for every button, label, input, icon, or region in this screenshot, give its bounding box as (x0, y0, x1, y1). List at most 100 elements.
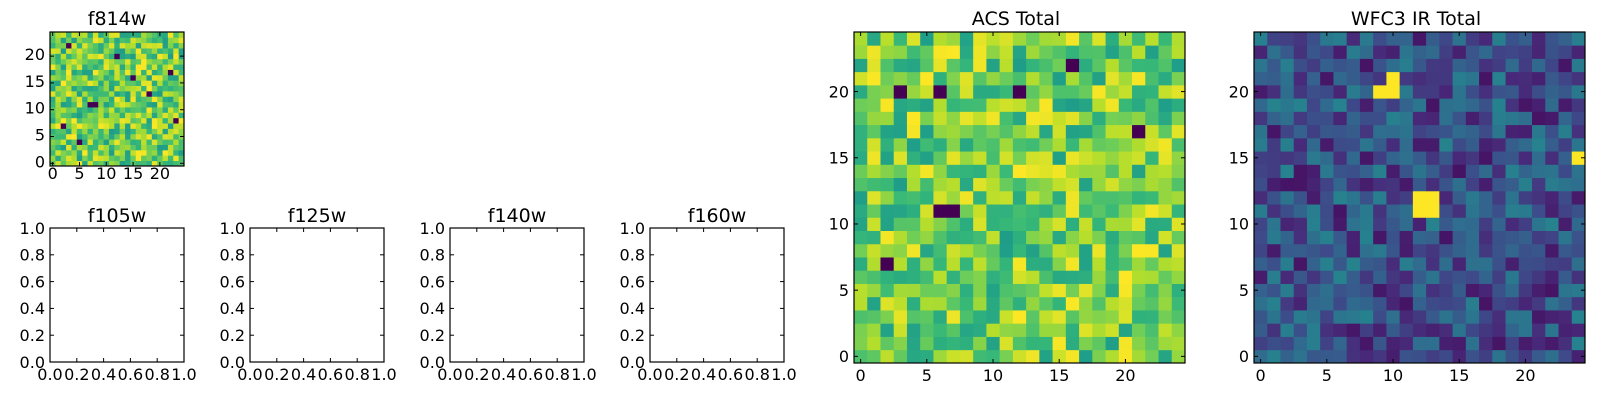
heatmap-cell (973, 230, 987, 245)
heatmap-cell (1039, 283, 1053, 298)
heatmap-cell (151, 133, 158, 140)
heatmap-cell (920, 164, 934, 179)
heatmap-cell (157, 112, 163, 119)
heatmap-cell (1012, 190, 1027, 205)
heatmap-cell (1280, 98, 1295, 112)
x-tick-label: 0.8 (744, 365, 769, 384)
heatmap-cell (1105, 71, 1120, 86)
heatmap-cell (130, 144, 137, 151)
heatmap-cell (1479, 257, 1493, 271)
heatmap-cell (1280, 349, 1295, 364)
heatmap-cell (880, 124, 895, 139)
x-tick-label: 0.0 (37, 365, 62, 384)
heatmap-cell (178, 90, 185, 97)
heatmap-cell (87, 53, 94, 60)
heatmap-cell (933, 84, 948, 99)
heatmap-cell (82, 32, 88, 38)
heatmap-cell (119, 133, 126, 140)
heatmap-cell (893, 283, 908, 298)
heatmap-cell (1426, 336, 1440, 351)
heatmap-cell (1571, 111, 1586, 126)
heatmap-cell (135, 112, 142, 119)
heatmap-cell (1359, 257, 1374, 271)
heatmap-cell (55, 48, 62, 54)
heatmap-cell (141, 32, 147, 38)
heatmap-cell (1293, 137, 1308, 152)
heatmap-cell (1306, 217, 1321, 231)
heatmap-cell (906, 58, 921, 73)
heatmap-cell (66, 117, 72, 124)
heatmap-cell (1052, 71, 1067, 86)
heatmap-cell (893, 164, 908, 179)
heatmap-cell (1359, 137, 1374, 152)
heatmap-cell (114, 112, 121, 119)
heatmap-cell (1306, 336, 1321, 351)
heatmap-cell (167, 112, 174, 119)
heatmap-cell (151, 144, 158, 151)
heatmap-cell (71, 144, 78, 151)
heatmap-cell (162, 90, 169, 97)
heatmap-cell (1571, 243, 1586, 258)
heatmap-cell (1105, 177, 1120, 192)
heatmap-cell (986, 257, 1001, 271)
heatmap-cell (1492, 137, 1506, 152)
heatmap-cell (98, 96, 104, 103)
heatmap-cell (933, 323, 948, 337)
heatmap-cell (893, 137, 908, 152)
heatmap-cell (1465, 296, 1480, 311)
heatmap-cell (1158, 124, 1173, 139)
heatmap-cell (76, 37, 83, 44)
heatmap-cell (920, 323, 934, 337)
heatmap-cell (135, 90, 142, 97)
heatmap-cell (87, 149, 94, 156)
heatmap-cell (71, 128, 78, 135)
heatmap-cell (1026, 217, 1040, 231)
heatmap-cell (1571, 124, 1586, 139)
heatmap-cell (98, 101, 104, 108)
heatmap-cell (1333, 270, 1348, 284)
heatmap-cell (933, 71, 948, 86)
heatmap-cell (1320, 84, 1334, 99)
heatmap-cell (1346, 323, 1361, 337)
panel-title: WFC3 IR Total (1351, 8, 1481, 30)
heatmap-cell (1558, 111, 1573, 126)
heatmap-cell (1105, 137, 1120, 152)
heatmap-cell (1065, 230, 1080, 245)
heatmap-cell (1571, 177, 1586, 192)
heatmap-cell (178, 32, 185, 38)
heatmap-cell (1079, 137, 1093, 152)
heatmap-cell (71, 58, 78, 65)
heatmap-cell (1267, 204, 1281, 218)
heatmap-cell (854, 177, 868, 192)
heatmap-cell (130, 80, 137, 86)
heatmap-cell (103, 37, 110, 44)
heatmap-cell (162, 42, 169, 49)
heatmap-cell (92, 155, 99, 162)
heatmap-cell (92, 69, 99, 76)
heatmap-cell (933, 283, 948, 298)
heatmap-cell (50, 42, 56, 49)
heatmap-cell (178, 149, 185, 156)
heatmap-cell (1105, 310, 1120, 324)
heatmap-cell (1118, 177, 1133, 192)
heatmap-cell (98, 42, 104, 49)
heatmap-cell (1412, 137, 1427, 152)
heatmap-cell (906, 323, 921, 337)
heatmap-cell (1465, 98, 1480, 112)
heatmap-cell (114, 42, 121, 49)
heatmap-cell (87, 128, 94, 135)
heatmap-cell (178, 48, 185, 54)
y-tick-label: 5 (839, 281, 849, 300)
heatmap-cell (999, 84, 1014, 99)
heatmap-cell (1320, 323, 1334, 337)
heatmap-cell (1079, 336, 1093, 351)
heatmap-cell (1293, 270, 1308, 284)
heatmap-cell (1439, 323, 1453, 337)
heatmap-cell (1558, 177, 1573, 192)
heatmap-cell (1359, 190, 1374, 205)
heatmap-cell (1426, 217, 1440, 231)
heatmap-cell (920, 45, 934, 59)
heatmap-cell (87, 123, 94, 129)
heatmap-cell (1518, 84, 1533, 99)
heatmap-cell (880, 58, 895, 73)
